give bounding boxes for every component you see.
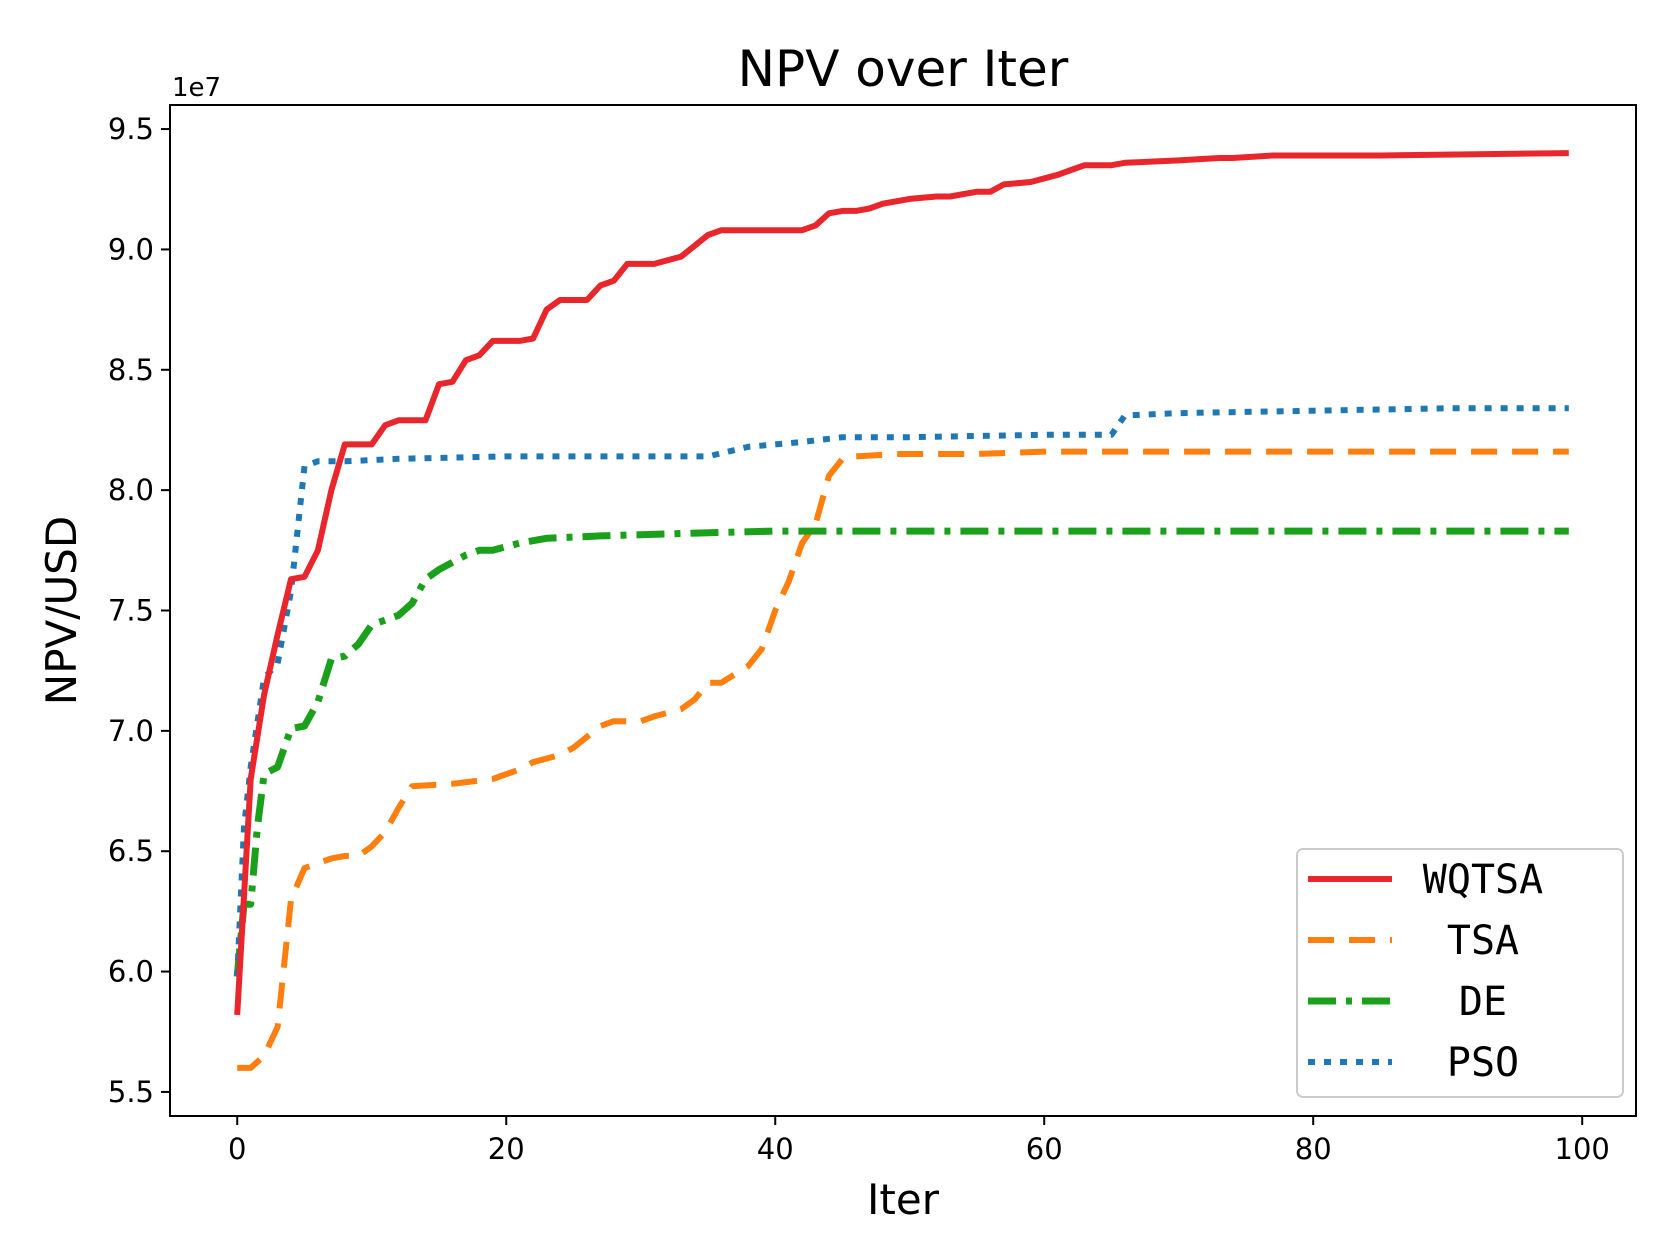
y-tick-label: 9.5	[108, 112, 154, 146]
x-tick-label: 0	[228, 1132, 246, 1166]
y-axis-ticks: 5.5 6.0 6.5 7.0 7.5 8.0 8.5 9.0 9.5	[108, 112, 170, 1109]
x-tick-label: 80	[1295, 1132, 1332, 1166]
series-line-tsa	[237, 448, 1569, 1071]
y-tick-label: 8.5	[108, 353, 154, 387]
y-tick-label: 7.5	[108, 594, 154, 628]
x-axis-ticks: 0 20 40 60 80 100	[228, 1116, 1610, 1166]
chart-title: NPV over Iter	[738, 40, 1069, 98]
y-tick-label: 9.0	[108, 232, 154, 266]
legend-label-wqtsa: WQTSA	[1423, 857, 1543, 903]
y-tick-label: 7.0	[108, 714, 154, 748]
y-tick-label: 6.0	[108, 955, 154, 989]
x-tick-label: 100	[1555, 1132, 1610, 1166]
y-axis-label: NPV/USD	[37, 516, 86, 705]
y-tick-label: 6.5	[108, 834, 154, 868]
x-tick-label: 40	[757, 1132, 794, 1166]
legend-box	[1296, 848, 1624, 1098]
y-tick-label: 8.0	[108, 473, 154, 507]
x-tick-label: 60	[1026, 1132, 1063, 1166]
axes: 0 20 40 60 80 100 5.5 6.0 6.5 7.0 7.5 8.0 8.5 9.0 9.5	[108, 104, 1637, 1166]
series-lines	[233, 150, 1569, 1071]
x-axis-label: Iter	[867, 1175, 940, 1224]
series-line-pso	[234, 405, 1569, 977]
series-line-wqtsa	[234, 150, 1569, 1016]
legend-label-pso: PSO	[1447, 1040, 1519, 1086]
y-tick-label: 5.5	[108, 1075, 154, 1109]
legend-label-de: DE	[1459, 979, 1507, 1025]
legend: WQTSA TSA DE PSO	[1296, 848, 1624, 1098]
y-axis-offset-label: 1e7	[172, 73, 221, 103]
x-tick-label: 20	[488, 1132, 525, 1166]
series-line-de	[233, 527, 1569, 977]
legend-label-tsa: TSA	[1447, 918, 1519, 964]
